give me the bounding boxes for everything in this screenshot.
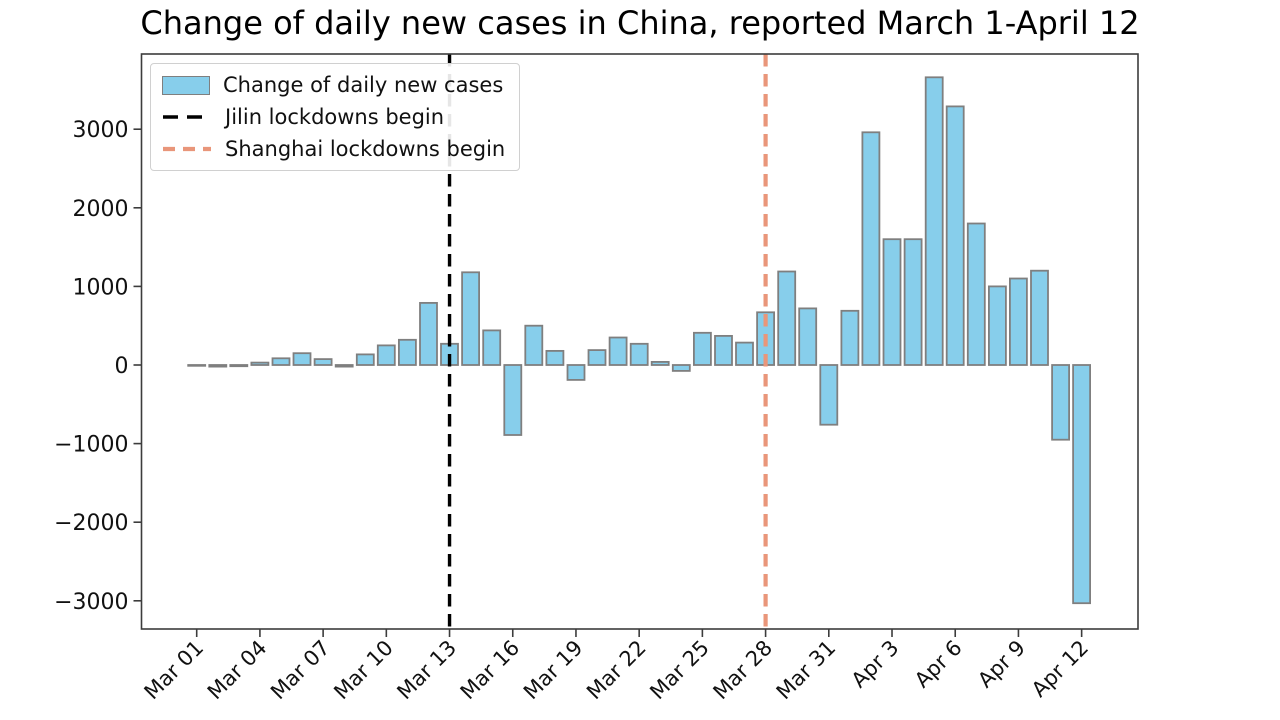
bar <box>671 364 691 372</box>
y-tick-label: 3000 <box>73 118 129 143</box>
chart-title: Change of daily new cases in China, repo… <box>140 4 1140 42</box>
legend: Change of daily new cases Jilin lockdown… <box>150 63 521 172</box>
legend-label-cases: Change of daily new cases <box>223 73 504 97</box>
bar <box>988 285 1007 366</box>
bar <box>397 338 417 366</box>
bar <box>924 76 944 366</box>
legend-item-jilin: Jilin lockdowns begin <box>162 105 505 129</box>
y-tick-label: 2000 <box>73 197 129 222</box>
x-tick-label: Mar 31 <box>772 636 841 705</box>
bar <box>587 349 607 366</box>
bar <box>1051 364 1070 441</box>
jilin-dashed-line-sample <box>163 115 211 120</box>
legend-label-jilin: Jilin lockdowns begin <box>225 105 445 130</box>
bar <box>903 238 923 366</box>
legend-item-cases: Change of daily new cases <box>162 73 505 97</box>
bar <box>524 324 544 366</box>
bar <box>819 364 839 426</box>
y-tick-label: 0 <box>115 354 129 379</box>
bar <box>292 352 312 366</box>
bar <box>1030 269 1049 366</box>
bar <box>208 364 228 368</box>
bar <box>693 331 712 366</box>
bar <box>271 357 291 366</box>
shanghai-dashed-line-sample <box>163 147 211 152</box>
bar <box>355 353 375 366</box>
bar <box>861 131 881 366</box>
bar <box>461 271 481 366</box>
bar <box>313 358 333 366</box>
y-tick-label: −3000 <box>54 590 128 615</box>
bar-swatch <box>162 75 210 95</box>
bar <box>714 334 733 366</box>
x-tick-label: Apr 6 <box>910 636 967 693</box>
bar <box>503 364 523 436</box>
legend-item-shanghai: Shanghai lockdowns begin <box>162 137 505 161</box>
x-tick-label: Mar 19 <box>519 636 588 705</box>
x-tick-label: Apr 3 <box>847 636 904 693</box>
bar <box>608 336 628 366</box>
bar <box>966 222 986 366</box>
bar <box>735 341 754 366</box>
x-tick-label: Mar 28 <box>709 636 778 705</box>
bar <box>187 364 207 367</box>
bar <box>334 364 354 368</box>
bar <box>482 329 502 366</box>
bar <box>376 344 396 366</box>
y-tick-label: −1000 <box>54 433 128 458</box>
x-tick-label: Mar 22 <box>582 636 651 705</box>
legend-label-shanghai: Shanghai lockdowns begin <box>225 137 506 162</box>
bar <box>777 270 797 366</box>
x-tick-label: Mar 01 <box>140 636 209 705</box>
bar <box>1072 364 1091 605</box>
x-tick-label: Mar 13 <box>392 636 461 705</box>
x-tick-label: Mar 04 <box>203 636 272 705</box>
bar <box>840 309 860 366</box>
x-tick-label: Mar 16 <box>456 636 525 705</box>
bar <box>650 360 670 366</box>
x-tick-label: Mar 25 <box>645 636 714 705</box>
bar <box>566 364 586 381</box>
bar <box>882 238 902 366</box>
bar <box>945 105 965 366</box>
bar <box>545 349 565 366</box>
x-tick-label: Apr 9 <box>973 636 1030 693</box>
bar <box>798 307 818 366</box>
x-tick-label: Mar 10 <box>329 636 398 705</box>
y-tick-label: 1000 <box>73 275 129 300</box>
y-tick-label: −2000 <box>54 511 128 536</box>
bar <box>229 364 249 368</box>
bar <box>1009 277 1028 366</box>
x-tick-label: Mar 07 <box>266 636 335 705</box>
bar <box>419 301 438 366</box>
x-tick-label: Apr 12 <box>1027 636 1093 702</box>
bar <box>629 342 649 366</box>
bar <box>250 361 270 366</box>
